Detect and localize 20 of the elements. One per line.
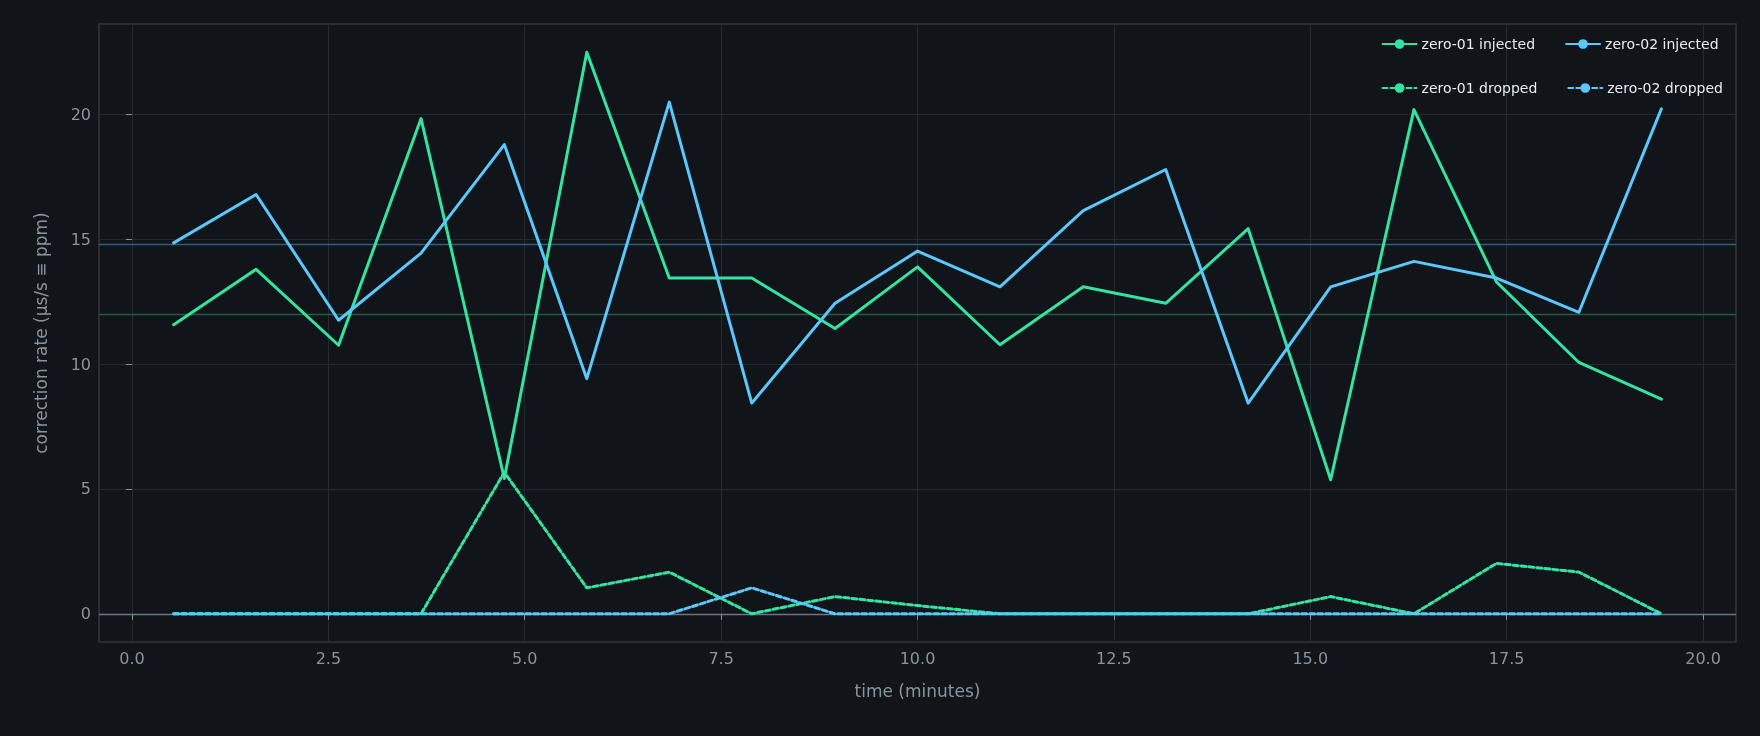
x-tick-label: 2.5: [315, 648, 342, 668]
x-tick-label: 12.5: [1096, 648, 1132, 668]
y-axis-title: correction rate (µs/s ≡ ppm): [30, 212, 51, 454]
x-tick-label: 17.5: [1488, 648, 1525, 668]
x-tick-label: 0.0: [119, 648, 145, 668]
y-tick-label: 0: [80, 604, 91, 624]
y-tick-label: 5: [80, 479, 91, 499]
legend-label: zero-01 injected: [1421, 36, 1536, 52]
x-tick-label: 15.0: [1292, 648, 1329, 668]
x-tick-label: 7.5: [708, 648, 734, 668]
x-axis-title: time (minutes): [854, 680, 981, 701]
y-tick-label: 10: [70, 354, 91, 374]
x-tick-label: 10.0: [899, 648, 936, 668]
legend-label: zero-01 dropped: [1421, 80, 1538, 96]
x-tick-label: 5.0: [512, 648, 538, 668]
legend-label: zero-02 injected: [1605, 36, 1719, 52]
y-tick-label: 15: [70, 229, 91, 249]
y-tick-label: 20: [70, 105, 91, 125]
x-tick-label: 20.0: [1685, 648, 1721, 668]
legend-label: zero-02 dropped: [1607, 80, 1724, 96]
